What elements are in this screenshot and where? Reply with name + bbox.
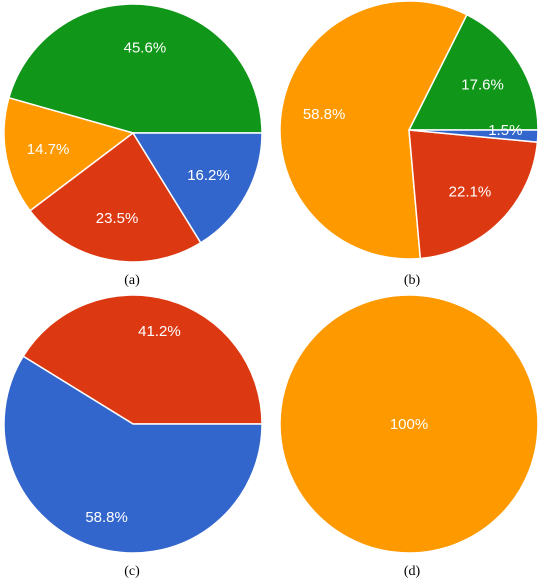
slice-label-b-1: 58.8% <box>303 106 346 123</box>
pie-panel-c: 41.2% 58.8% (c) <box>0 291 275 582</box>
slice-label-c-0: 41.2% <box>138 323 181 340</box>
pie-slice-a-3 <box>131 132 263 244</box>
pie-slice-b-1 <box>279 0 468 260</box>
pie-slice-a-2 <box>29 131 202 263</box>
caption-c: (c) <box>124 564 140 579</box>
slice-label-a-0: 45.6% <box>124 39 167 56</box>
pie-slice-b-3 <box>408 129 539 143</box>
pie-chart-a: 45.6% 14.7% 23.5% 16.2% <box>3 3 263 263</box>
pie-chart-c: 41.2% 58.8% <box>3 294 263 554</box>
slice-label-d-0: 100% <box>390 416 428 433</box>
caption-d: (d) <box>403 564 421 579</box>
pie-panel-d: 100% (d) <box>275 291 550 582</box>
pie-slice-a-0 <box>7 3 263 134</box>
slice-label-a-3: 16.2% <box>187 167 230 184</box>
pie-slice-b-2 <box>408 129 539 260</box>
slice-label-b-0: 17.6% <box>461 77 504 94</box>
slice-label-a-2: 23.5% <box>96 210 139 227</box>
pie-slice-a-1 <box>3 96 135 212</box>
pie-panel-a: 45.6% 14.7% 23.5% 16.2% (a) <box>0 0 275 291</box>
pie-slice-c-0 <box>22 294 263 425</box>
pie-slice-b-0 <box>407 13 539 131</box>
caption-a: (a) <box>124 273 140 288</box>
slice-label-c-1: 58.8% <box>85 509 128 526</box>
pie-chart-d: 100% <box>279 294 539 554</box>
pie-panel-b: 17.6% 58.8% 22.1% 1.5% (b) <box>275 0 550 291</box>
slice-label-b-3: 1.5% <box>488 122 522 139</box>
pie-chart-b: 17.6% 58.8% 22.1% 1.5% <box>279 0 539 260</box>
pie-slice-c-1 <box>3 355 263 554</box>
caption-b: (b) <box>403 273 421 288</box>
slice-label-b-2: 22.1% <box>449 183 492 200</box>
slice-label-a-1: 14.7% <box>27 141 70 158</box>
pie-slice-d-0 <box>279 294 539 554</box>
